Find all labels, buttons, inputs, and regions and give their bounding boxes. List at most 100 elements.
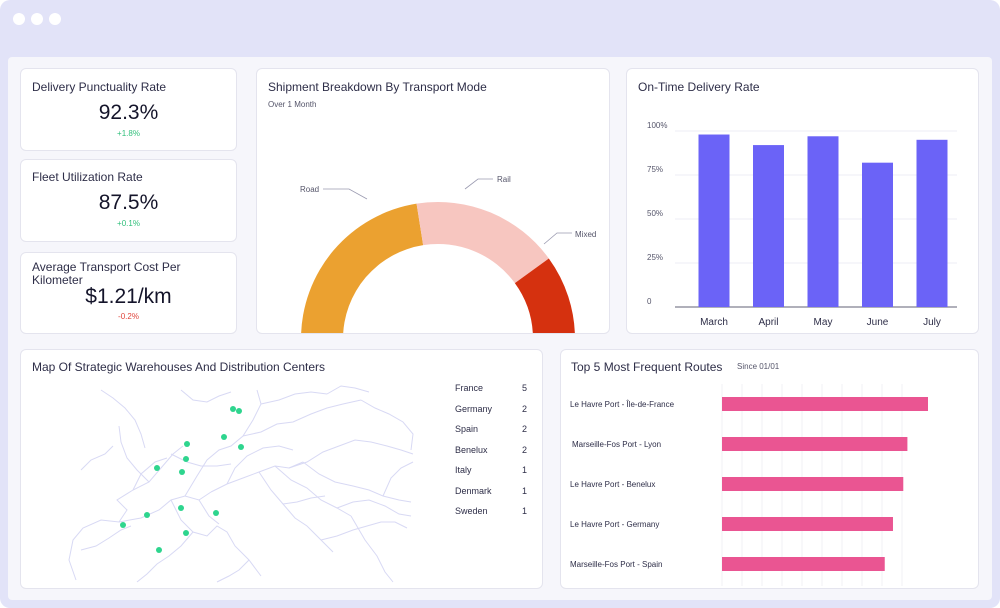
route-label: Marseille-Fos Port - Spain [570,560,662,569]
kpi-title: Delivery Punctuality Rate [32,80,167,94]
road-segment[interactable] [301,203,424,334]
kpi-card-fleet: Fleet Utilization Rate 87.5% +0.1% [20,159,237,242]
warehouse-marker[interactable] [178,505,184,511]
kpi-card-punctuality: Delivery Punctuality Rate 92.3% +1.8% [20,68,237,151]
rail-leader-line [464,178,493,190]
kpi-delta: +0.1% [117,219,140,228]
map-borders [68,385,414,583]
route-bar[interactable] [722,437,908,451]
delivery-rate-chart: 100% 75% 50% 25% 0 March April May June July [647,121,957,328]
card-title: On-Time Delivery Rate [638,80,760,94]
mixed-segment[interactable] [514,258,575,334]
y-tick-label: 100% [647,121,667,130]
y-tick-label: 0 [647,297,652,306]
warehouse-marker[interactable] [144,512,150,518]
legend-country: Denmark [455,486,492,496]
kpi-delta: +1.8% [117,129,140,138]
warehouse-marker[interactable] [221,434,227,440]
kpi-card-cost: Average Transport Cost Per Kilometer $1.… [20,252,237,334]
warehouse-marker[interactable] [154,465,160,471]
road-leader-line [323,188,368,200]
routes-chart: Le Havre Port - Île-de-France Marseille-F… [570,384,928,586]
delivery-bar[interactable] [916,139,948,307]
warehouse-marker[interactable] [238,444,244,450]
legend-row: Denmark 1 [455,486,535,498]
legend-count: 5 [521,383,527,393]
legend-row: Benelux 2 [455,445,535,457]
kpi-title: Fleet Utilization Rate [32,170,143,184]
kpi-delta: -0.2% [118,312,139,321]
mixed-label: Mixed [575,230,596,239]
legend-count: 2 [521,445,527,455]
kpi-title: Average Transport Cost Per Kilometer [32,260,181,287]
delivery-bar[interactable] [753,145,784,307]
routes-card: Top 5 Most Frequent Routes Since 01/01 L… [560,349,979,589]
europe-map [68,385,414,583]
kpi-value: 87.5% [98,191,159,214]
card-subtitle: Since 01/01 [737,362,780,371]
legend-row: Italy 1 [455,465,535,477]
legend-row: Spain 2 [455,424,535,436]
y-tick-label: 50% [647,209,663,218]
legend-row: Sweden 1 [455,506,535,518]
warehouse-marker[interactable] [230,406,236,412]
delivery-bar[interactable] [698,134,730,307]
x-tick-label: March [700,317,728,328]
warehouse-marker[interactable] [179,469,185,475]
legend-country: Benelux [455,445,488,455]
x-tick-label: July [923,317,941,328]
card-title: Top 5 Most Frequent Routes [571,360,723,374]
y-tick-label: 75% [647,165,663,174]
transport-mode-chart: Road Rail Mixed [300,175,596,334]
window-dot-icon[interactable] [49,13,61,25]
route-label: Le Havre Port - Germany [570,520,659,529]
warehouse-marker[interactable] [236,408,242,414]
delivery-rate-card: On-Time Delivery Rate 100% 75% 50% 25% 0 Marc… [626,68,979,334]
route-bar[interactable] [722,557,885,571]
route-bar[interactable] [722,397,928,411]
x-tick-label: April [758,317,778,328]
legend-country: Sweden [455,506,488,516]
legend-country: Italy [455,465,472,475]
legend-count: 1 [521,465,527,475]
card-subtitle: Over 1 Month [268,100,317,109]
warehouse-marker[interactable] [156,547,162,553]
window-dot-icon[interactable] [31,13,43,25]
window-dot-icon[interactable] [13,13,25,25]
warehouse-marker[interactable] [183,530,189,536]
shipment-breakdown-card: Shipment Breakdown By Transport Mode Ove… [256,68,610,334]
warehouse-map-card: Map Of Strategic Warehouses And Distribu… [20,349,543,589]
legend-country: Germany [455,404,493,414]
delivery-bar[interactable] [862,162,893,307]
warehouse-marker[interactable] [183,456,189,462]
legend-country: Spain [455,424,479,434]
legend-count: 2 [521,404,527,414]
warehouse-markers [120,406,244,553]
x-tick-label: May [814,317,833,328]
route-label: Marseille-Fos Port - Lyon [572,440,661,449]
legend-count: 1 [521,486,527,496]
kpi-value: 92.3% [98,101,159,124]
card-title: Map Of Strategic Warehouses And Distribu… [32,360,326,374]
kpi-value: $1.21/km [85,285,172,308]
mixed-leader-line [543,232,572,245]
legend-row: France 5 [455,383,535,395]
delivery-bar[interactable] [807,136,839,307]
rail-segment[interactable] [416,202,549,284]
x-tick-label: June [867,317,889,328]
route-label: Le Havre Port - Île-de-France [570,400,675,409]
legend-row: Germany 2 [455,404,535,416]
card-title: Shipment Breakdown By Transport Mode [268,80,487,94]
road-label: Road [300,185,319,194]
route-bar[interactable] [722,517,893,531]
route-label: Le Havre Port - Benelux [570,480,655,489]
legend-count: 1 [521,506,527,516]
rail-label: Rail [497,175,511,184]
legend-count: 2 [521,424,527,434]
warehouse-marker[interactable] [120,522,126,528]
warehouse-marker[interactable] [213,510,219,516]
y-tick-label: 25% [647,253,663,262]
route-bar[interactable] [722,477,904,491]
warehouse-marker[interactable] [184,441,190,447]
